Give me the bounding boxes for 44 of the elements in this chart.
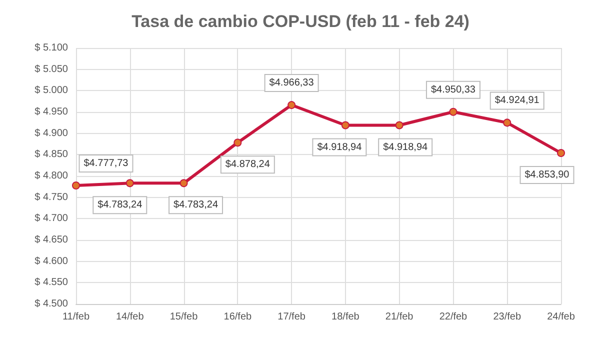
x-tick-label: 22/feb [439,312,468,322]
y-tick-label: $ 4.950 [34,106,68,118]
x-tick-label: 15/feb [170,312,198,322]
point [72,182,80,190]
point [126,179,134,188]
point [503,118,512,127]
data-label: $4.950,33 [430,84,476,96]
data-label: $4.924,91 [494,95,540,106]
data-label: $4.918,94 [383,142,428,153]
x-tick-label: 21/feb [385,312,414,322]
data-label: $4.918,94 [317,142,362,153]
x-tick-label: 17/feb [278,312,306,322]
y-tick-label: $ 5.050 [34,64,68,75]
data-label: $4.878,24 [225,159,270,170]
point [341,121,350,130]
y-tick-label: $ 5.000 [34,85,68,96]
y-tick-label: $ 4.700 [34,213,68,224]
point [234,138,242,147]
x-tick-label: 23/feb [493,312,522,322]
y-tick-label: $ 4.900 [34,128,68,139]
chart-title: Tasa de cambio COP-USD (feb 11 - feb 24) [132,12,470,31]
point [395,121,404,130]
x-tick-label: 11/feb [62,312,90,322]
y-tick-label: $ 4.750 [34,192,68,203]
data-label: $4.783,24 [98,200,143,211]
x-tick-label: 18/feb [332,312,360,322]
y-tick-label: $ 5.100 [34,42,68,54]
x-tick-label: 14/feb [116,312,144,322]
data-label: $4.853,90 [524,170,570,181]
x-tick-label: 24/feb [547,312,576,322]
y-tick-label: $ 4.550 [34,277,68,288]
data-label: $4.777,73 [84,158,129,169]
y-tick-label: $ 4.850 [34,149,68,160]
data-label: $4.783,24 [174,200,218,211]
point [180,179,188,188]
point [557,149,565,157]
point [288,101,296,110]
x-tick-label: 16/feb [224,312,252,322]
y-tick-label: $ 4.800 [34,170,68,182]
y-tick-label: $ 4.600 [34,256,68,267]
y-tick-label: $ 4.500 [34,298,68,310]
y-tick-label: $ 4.650 [34,234,68,246]
point [449,108,458,116]
data-label: $4.966,33 [269,78,314,89]
